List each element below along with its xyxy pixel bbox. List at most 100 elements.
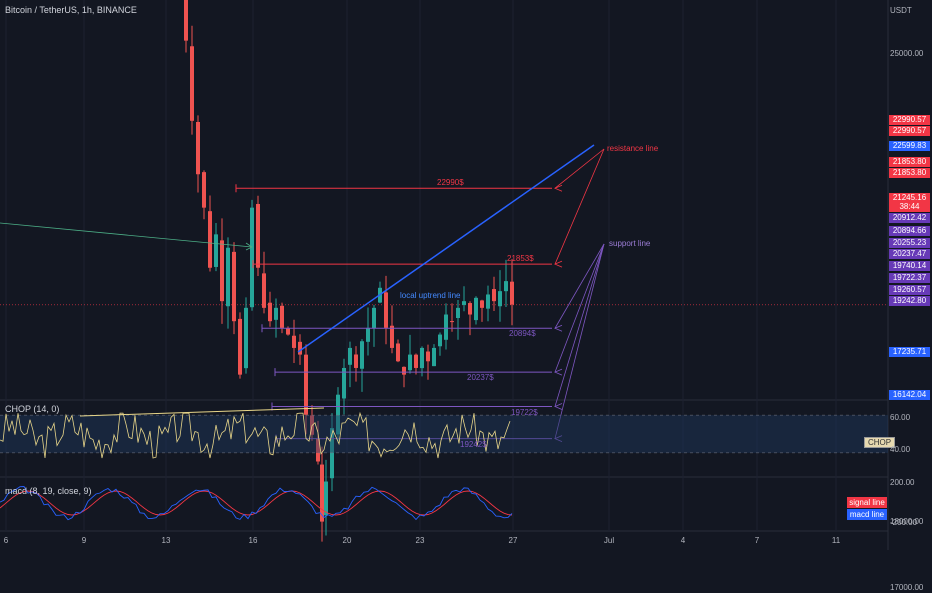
candle-body xyxy=(474,297,478,321)
level-label: 20894$ xyxy=(509,329,536,339)
time-tick-label: 4 xyxy=(680,536,686,545)
candle-body xyxy=(226,247,230,307)
candle-body xyxy=(336,394,340,435)
candle-body xyxy=(462,301,466,305)
time-tick-label: 6 xyxy=(3,536,9,545)
support-arrow xyxy=(554,243,605,329)
time-tick-label: 20 xyxy=(342,536,352,545)
price-badge: 20255.23 xyxy=(889,238,930,248)
macd-tick-label: 200.00 xyxy=(890,478,915,487)
macd-tick-label: -200.00 xyxy=(890,518,918,527)
candle-body xyxy=(320,464,324,522)
trend-line xyxy=(0,222,253,248)
price-badge: 21245.16 xyxy=(889,193,930,203)
candle-body xyxy=(372,307,376,329)
chop-tag: CHOP xyxy=(864,437,896,448)
price-badge: 19722.37 xyxy=(889,273,930,283)
price-badge: 19740.14 xyxy=(889,261,930,271)
arrow-icon xyxy=(553,324,563,332)
price-badge: 19260.57 xyxy=(889,285,930,295)
macd-legend-item: signal line xyxy=(847,497,887,508)
candle-body xyxy=(250,207,254,308)
candle-body xyxy=(256,203,260,268)
support-label: support line xyxy=(609,239,651,248)
candle-body xyxy=(468,303,472,315)
candle-body xyxy=(214,234,218,267)
candle-body xyxy=(444,314,448,340)
time-tick-label: Jul xyxy=(603,536,615,545)
candle-body xyxy=(202,172,206,208)
candle-body xyxy=(402,366,406,375)
time-tick-label: 16 xyxy=(248,536,258,545)
chop-tick-label: 60.00 xyxy=(890,413,911,422)
candle-body xyxy=(504,281,508,292)
candle-body xyxy=(292,335,296,348)
price-badge: 22990.57 xyxy=(889,115,930,125)
arrow-icon xyxy=(553,184,563,192)
time-tick-label: 27 xyxy=(508,536,518,545)
price-tick-label: 18000.00 xyxy=(890,516,924,526)
candle-body xyxy=(390,325,394,348)
time-tick-label: 23 xyxy=(415,536,425,545)
uptrend-label: local uptrend line xyxy=(400,291,461,300)
level-label: 19242$ xyxy=(460,439,487,449)
candle-body xyxy=(354,354,358,368)
candle-body xyxy=(498,291,502,307)
arrow-icon xyxy=(553,260,563,268)
chop-line xyxy=(0,411,511,459)
candle-body xyxy=(286,328,290,335)
candle-body xyxy=(420,347,424,369)
level-label: 20237$ xyxy=(467,373,494,383)
level-label: 22990$ xyxy=(437,178,464,188)
chart-stage[interactable] xyxy=(0,0,932,550)
chart-title: Bitcoin / TetherUS, 1h, BINANCE xyxy=(5,5,137,15)
price-badge: 21853.80 xyxy=(889,157,930,167)
resistance-arrow xyxy=(554,148,605,189)
chart-canvas[interactable] xyxy=(0,0,932,550)
candle-body xyxy=(510,281,514,305)
candle-body xyxy=(190,46,194,121)
uptrend-line xyxy=(297,144,595,353)
macd-title: macd (8, 19, close, 9) xyxy=(5,486,92,496)
price-badge: 20912.42 xyxy=(889,213,930,223)
candle-body xyxy=(324,481,328,516)
time-tick-label: 13 xyxy=(161,536,171,545)
price-badge: 19242.80 xyxy=(889,296,930,306)
arrow-icon xyxy=(553,403,563,410)
resistance-label: resistance line xyxy=(607,144,659,153)
candle-body xyxy=(414,354,418,368)
arrow-icon xyxy=(245,242,253,251)
candle-body xyxy=(492,289,496,302)
candle-body xyxy=(268,302,272,322)
candle-body xyxy=(220,240,224,302)
candle-body xyxy=(280,305,284,328)
candle-body xyxy=(238,318,242,375)
support-arrow xyxy=(554,243,605,373)
candle-body xyxy=(486,294,490,309)
chop-trend-line xyxy=(79,407,325,417)
candle-body xyxy=(348,347,352,365)
price-badge: 21853.80 xyxy=(889,168,930,178)
candle-body xyxy=(184,0,188,41)
candle-body xyxy=(366,327,370,342)
candle-body xyxy=(450,321,454,323)
candle-body xyxy=(432,347,436,367)
support-arrow xyxy=(554,243,605,439)
candle-body xyxy=(244,307,248,369)
price-badge: 22990.57 xyxy=(889,126,930,136)
candle-body xyxy=(262,273,266,308)
price-badge: 17235.71 xyxy=(889,347,930,357)
candle-body xyxy=(316,438,320,462)
currency-label: USDT xyxy=(890,6,912,15)
candle-body xyxy=(408,354,412,371)
price-tick-label: 17000.00 xyxy=(890,583,924,593)
arrow-icon xyxy=(553,368,563,376)
candle-body xyxy=(342,367,346,399)
candle-body xyxy=(426,351,430,362)
chop-band xyxy=(0,415,888,453)
price-badge: 38:44 xyxy=(889,202,930,212)
time-tick-label: 9 xyxy=(81,536,87,545)
candle-body xyxy=(396,343,400,362)
time-tick-label: 7 xyxy=(754,536,760,545)
candle-body xyxy=(274,307,278,320)
